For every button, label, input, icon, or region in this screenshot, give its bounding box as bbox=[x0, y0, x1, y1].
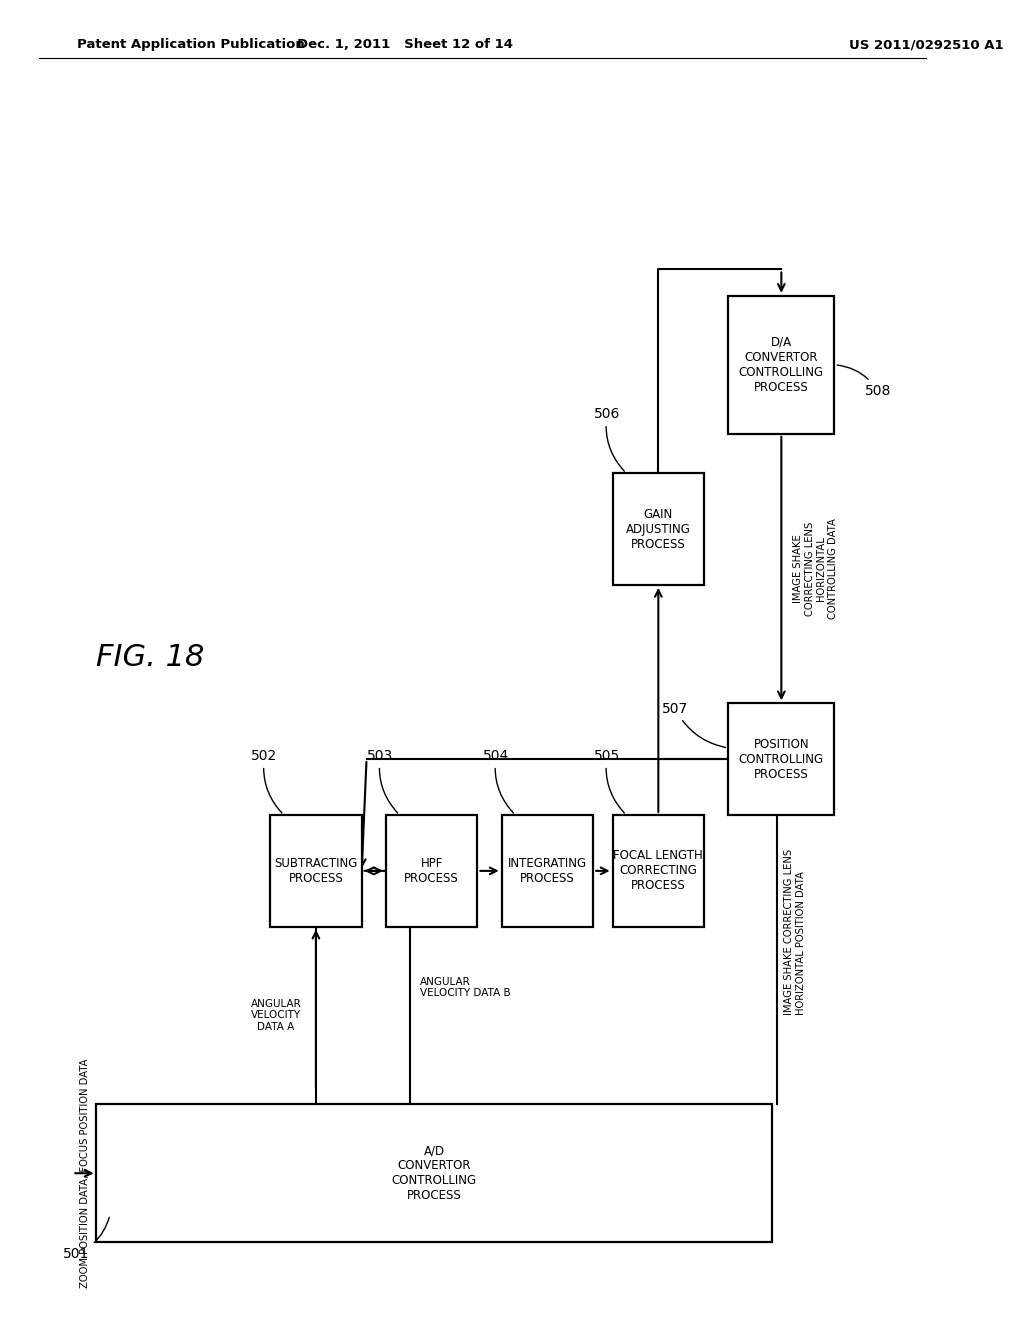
Text: 508: 508 bbox=[838, 366, 891, 399]
Text: INTEGRATING
PROCESS: INTEGRATING PROCESS bbox=[508, 857, 587, 884]
Text: IMAGE SHAKE CORRECTING LENS
HORIZONTAL POSITION DATA: IMAGE SHAKE CORRECTING LENS HORIZONTAL P… bbox=[784, 849, 806, 1015]
Text: A/D
CONVERTOR
CONTROLLING
PROCESS: A/D CONVERTOR CONTROLLING PROCESS bbox=[391, 1144, 476, 1203]
Text: SUBTRACTING
PROCESS: SUBTRACTING PROCESS bbox=[274, 857, 357, 884]
Text: FOCAL LENGTH
CORRECTING
PROCESS: FOCAL LENGTH CORRECTING PROCESS bbox=[613, 849, 703, 892]
Text: 501: 501 bbox=[63, 1217, 110, 1261]
Text: 502: 502 bbox=[252, 748, 282, 813]
Text: D/A
CONVERTOR
CONTROLLING
PROCESS: D/A CONVERTOR CONTROLLING PROCESS bbox=[738, 335, 824, 393]
Bar bbox=[728, 704, 835, 814]
Text: 507: 507 bbox=[663, 701, 726, 747]
Bar bbox=[386, 814, 477, 927]
Text: POSITION
CONTROLLING
PROCESS: POSITION CONTROLLING PROCESS bbox=[738, 738, 824, 780]
Text: ANGULAR
VELOCITY DATA B: ANGULAR VELOCITY DATA B bbox=[420, 977, 510, 998]
Text: 506: 506 bbox=[594, 407, 625, 471]
Text: US 2011/0292510 A1: US 2011/0292510 A1 bbox=[849, 38, 1004, 51]
Text: FIG. 18: FIG. 18 bbox=[96, 643, 205, 672]
Bar bbox=[612, 474, 705, 585]
Text: Dec. 1, 2011   Sheet 12 of 14: Dec. 1, 2011 Sheet 12 of 14 bbox=[297, 38, 513, 51]
Text: 503: 503 bbox=[368, 748, 397, 813]
Text: ANGULAR
VELOCITY
DATA A: ANGULAR VELOCITY DATA A bbox=[251, 999, 301, 1032]
Text: IMAGE SHAKE
CORRECTING LENS
HORIZONTAL
CONTROLLING DATA: IMAGE SHAKE CORRECTING LENS HORIZONTAL C… bbox=[793, 517, 838, 619]
Text: ZOOM POSITION DATA, FOCUS POSITION DATA: ZOOM POSITION DATA, FOCUS POSITION DATA bbox=[80, 1059, 90, 1288]
Text: 504: 504 bbox=[483, 748, 513, 813]
Bar bbox=[612, 814, 705, 927]
Bar bbox=[96, 1105, 772, 1242]
Bar bbox=[502, 814, 593, 927]
Text: 505: 505 bbox=[594, 748, 625, 813]
Bar bbox=[270, 814, 361, 927]
Bar bbox=[728, 296, 835, 434]
Text: GAIN
ADJUSTING
PROCESS: GAIN ADJUSTING PROCESS bbox=[626, 508, 691, 550]
Text: Patent Application Publication: Patent Application Publication bbox=[77, 38, 305, 51]
Text: HPF
PROCESS: HPF PROCESS bbox=[404, 857, 459, 884]
